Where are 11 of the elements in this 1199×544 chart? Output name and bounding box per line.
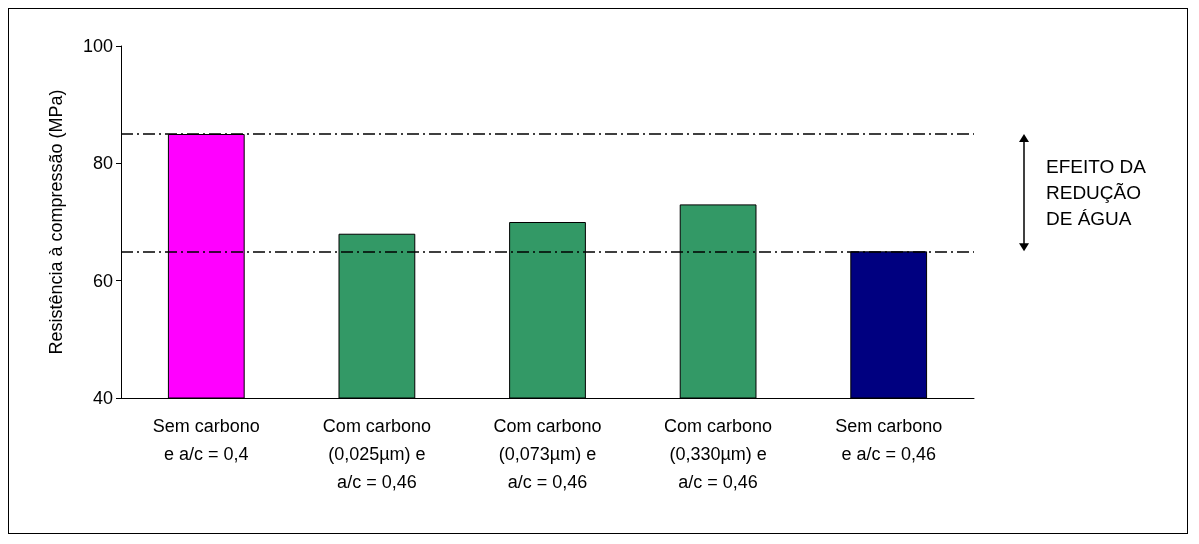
- x-tick-label: Com carbono (0,025µm) e a/c = 0,46: [322, 416, 431, 492]
- y-tick-label: 60: [92, 270, 113, 291]
- y-tick-label: 40: [92, 388, 113, 408]
- x-tick-label: Com carbono (0,073µm) e a/c = 0,46: [493, 416, 602, 492]
- text: EFEITO DA REDUÇÃO DE ÁGUA: [1046, 154, 1146, 231]
- x-tick-label: Com carbono (0,330µm) e a/c = 0,46: [664, 416, 773, 492]
- x-tick-label: Sem carbono e a/c = 0,4: [152, 416, 260, 464]
- y-axis-title: Resistência à compressão (MPa): [46, 89, 66, 355]
- y-tick-label: 100: [82, 36, 113, 56]
- y-tick-label: 80: [92, 153, 113, 174]
- x-tick-label: Sem carbono e a/c = 0,46: [835, 416, 943, 464]
